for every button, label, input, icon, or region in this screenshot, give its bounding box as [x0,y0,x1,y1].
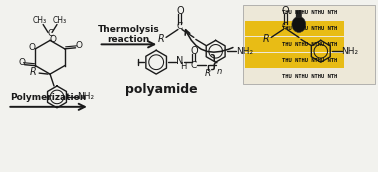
Text: THU NTHU NTHU NTH: THU NTHU NTHU NTH [282,42,337,47]
Text: n: n [217,67,222,76]
Text: Polymerization: Polymerization [10,93,86,102]
Bar [243,5,375,84]
Text: O: O [176,6,184,16]
Text: NH₂: NH₂ [236,47,253,56]
Text: THU NTHU NTHU NTH: THU NTHU NTHU NTH [282,74,337,79]
Ellipse shape [292,17,306,33]
Text: NH₂: NH₂ [341,47,358,56]
Text: C: C [282,22,288,31]
Text: O: O [29,43,36,52]
Text: Thermolysis
reaction: Thermolysis reaction [98,25,159,44]
Text: C: C [177,22,183,31]
Text: R: R [263,34,270,44]
Text: CH₃: CH₃ [53,16,67,25]
Text: R: R [158,34,164,44]
FancyBboxPatch shape [296,10,302,18]
Text: THU NTHU NTHU NTH: THU NTHU NTHU NTH [282,58,337,63]
Text: O: O [190,46,198,56]
Text: O: O [281,6,289,16]
Bar [245,53,344,68]
Text: C: C [47,29,53,38]
Text: N: N [176,56,184,66]
Text: H: H [180,62,186,71]
Bar [245,21,344,36]
Text: NH₂: NH₂ [77,92,94,101]
Text: O: O [50,35,57,44]
Text: }: } [209,54,220,72]
Text: CH₃: CH₃ [33,16,47,25]
Text: THU NTHU NTHU NTH: THU NTHU NTHU NTH [282,26,337,31]
Text: THU NTHU NTHU NTH: THU NTHU NTHU NTH [282,10,337,15]
Text: C: C [191,61,197,70]
Text: O: O [75,41,82,50]
Bar [245,37,344,52]
Text: O: O [18,58,25,67]
Text: R: R [204,69,211,78]
Text: polyamide: polyamide [125,83,197,96]
Text: R: R [30,67,37,77]
